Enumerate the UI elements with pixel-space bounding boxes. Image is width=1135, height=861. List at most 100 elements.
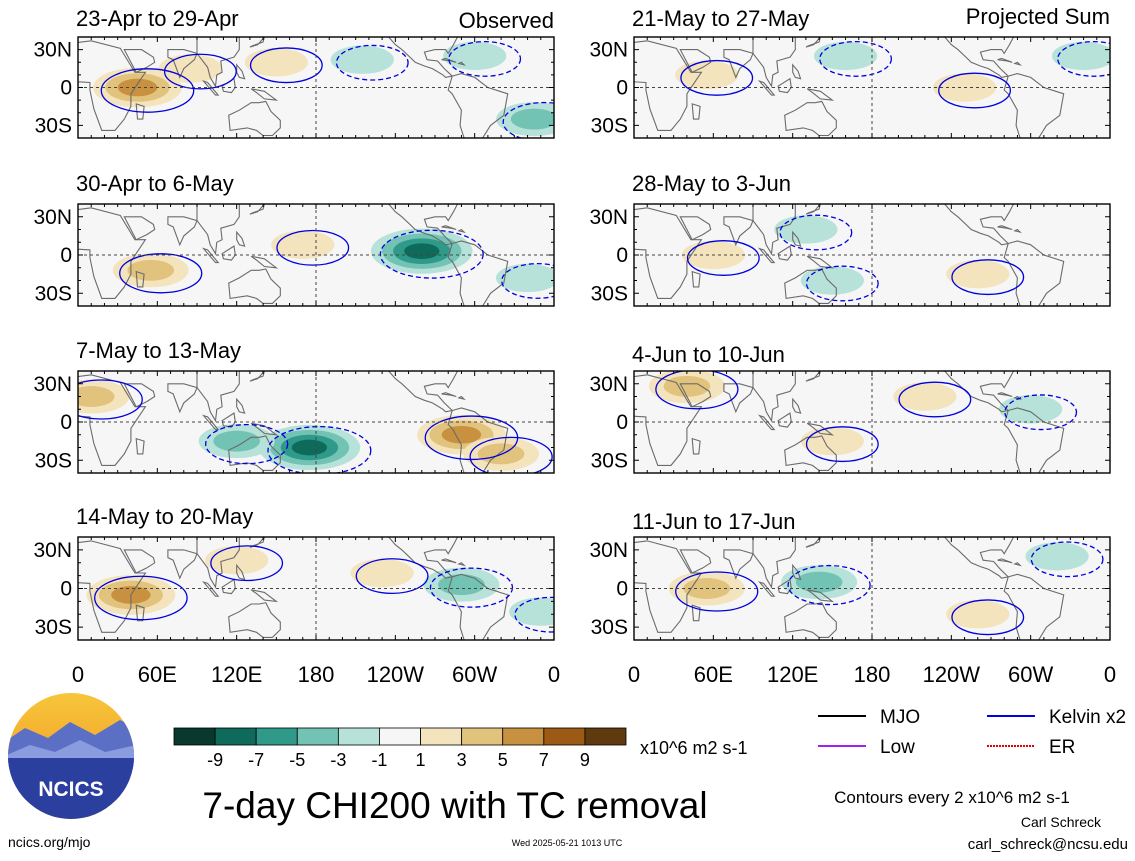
anomaly-shade [813, 41, 878, 71]
kelvin-contour [448, 40, 522, 77]
legend-label: ER [1049, 737, 1075, 758]
lon-tick-label: 180 [298, 662, 335, 687]
coastline [387, 537, 459, 579]
coastline [201, 414, 220, 431]
colorbar-segment [173, 727, 216, 746]
lat-tick-label: 0 [616, 244, 628, 267]
anomaly-shade [350, 558, 414, 588]
lat-tick-label: 30S [35, 616, 72, 639]
kelvin-contour [267, 425, 372, 473]
coastline [806, 422, 835, 436]
coastline [752, 204, 796, 256]
kelvin-contour [429, 567, 514, 608]
author-name: Carl Schreck [1021, 814, 1102, 830]
kelvin-contour [501, 263, 554, 299]
colorbar-segment [502, 727, 545, 746]
coastline [792, 230, 802, 247]
coastline [201, 580, 220, 597]
coastline [679, 549, 712, 574]
coastline [777, 412, 792, 428]
coastline [777, 77, 792, 94]
lon-tick-label: 0 [628, 662, 640, 687]
coastline [757, 414, 776, 431]
column-label-projected: Projected Sum [966, 4, 1110, 29]
coastline [943, 537, 1015, 579]
lat-tick-label: 0 [60, 244, 72, 267]
anomaly-shade [117, 78, 158, 97]
panel-title: 23-Apr to 29-Apr [76, 6, 239, 31]
anomaly-shade [774, 215, 838, 244]
coastline [805, 37, 821, 48]
legend-label: Kelvin x2 [1049, 707, 1126, 728]
kelvin-contour [502, 101, 554, 138]
map-panel: 30N 0 30S 4-Jun to 10-Jun [589, 342, 1111, 474]
kelvin-contour [379, 229, 484, 279]
lon-tick-label: 0 [1104, 662, 1116, 687]
anomaly-shade [404, 243, 440, 260]
anomaly-shade [244, 48, 308, 77]
coastline [167, 383, 198, 414]
kelvin-contour [210, 545, 284, 582]
kelvin-contour [205, 423, 289, 465]
coastline [441, 57, 457, 63]
map-panel: 30N 0 30S 28-May to 3-Jun [589, 171, 1111, 307]
lon-tick-label: 60W [452, 662, 497, 687]
colorbar-segment [255, 727, 298, 746]
coastline [1003, 73, 1065, 138]
lon-tick-label: 0 [548, 662, 560, 687]
lon-tick-label: 180 [854, 662, 891, 687]
coastline [757, 80, 776, 96]
lat-tick-label: 30S [35, 282, 72, 305]
anomaly-shade [999, 395, 1063, 424]
coastline [228, 602, 281, 638]
anomaly-shade [800, 266, 864, 295]
coastline [752, 537, 796, 589]
coastline [777, 245, 792, 261]
coastline [679, 383, 712, 408]
lat-tick-label: 30S [591, 282, 628, 305]
kelvin-contour [805, 265, 879, 302]
coastline [723, 216, 754, 247]
coastline [387, 204, 459, 246]
anomaly-shade [330, 45, 394, 74]
lon-tick-label: 120W [923, 662, 981, 687]
lon-tick-label: 0 [72, 662, 84, 687]
coastline [806, 589, 835, 603]
lat-tick-label: 30S [591, 616, 628, 639]
kelvin-contour [898, 381, 972, 418]
coastline [457, 61, 467, 66]
coastline [228, 100, 281, 137]
coastline [250, 589, 279, 603]
coastline [943, 204, 1015, 246]
coastline [167, 549, 198, 580]
anomaly-shade [441, 425, 482, 444]
contour-note: Contours every 2 x10^6 m2 s-1 [834, 788, 1070, 807]
map-panel: 30N 0 30S 23-Apr to 29-Apr [33, 6, 555, 139]
timestamp: Wed 2025-05-21 1013 UTC [512, 838, 623, 848]
coastline [387, 371, 459, 413]
lat-tick-label: 0 [60, 411, 72, 434]
coastline [723, 549, 754, 580]
legend-label: MJO [880, 707, 920, 728]
kelvin-contour [100, 68, 195, 113]
coastline [752, 37, 796, 88]
coastline [441, 392, 457, 398]
coastline [784, 268, 837, 304]
coastline [236, 397, 246, 414]
coastline [447, 573, 509, 640]
kelvin-contour [675, 571, 759, 612]
lat-tick-label: 30N [33, 539, 72, 562]
lat-tick-label: 30S [35, 114, 72, 137]
coastline [805, 204, 821, 215]
longitude-tick-labels: 0 60E 120E 180 120W 60W 0 0 60E 120E 180 120W 60W 0 [72, 662, 1116, 687]
coastline [679, 49, 712, 74]
lat-tick-label: 30N [33, 206, 72, 229]
lat-tick-label: 0 [60, 77, 72, 100]
lat-tick-label: 30N [589, 206, 628, 229]
kelvin-contour [335, 44, 409, 81]
coastline [250, 255, 279, 269]
lat-tick-label: 30S [35, 449, 72, 472]
kelvin-contour [514, 596, 554, 633]
coastline [78, 207, 147, 299]
anomaly-shade [495, 263, 554, 293]
